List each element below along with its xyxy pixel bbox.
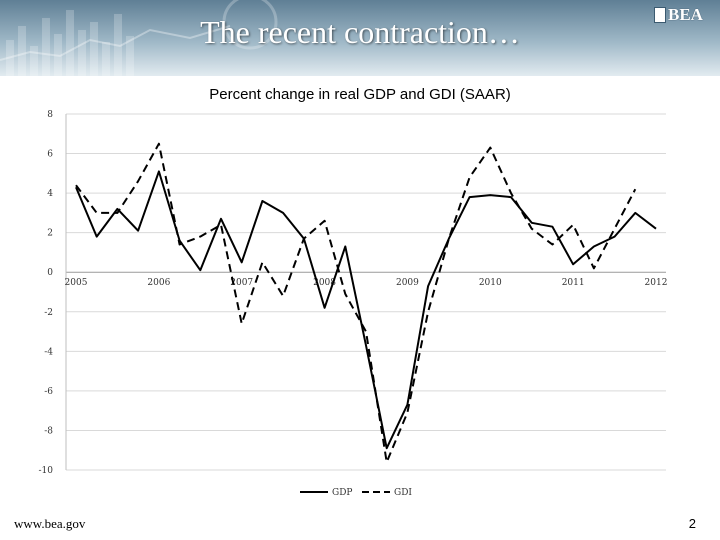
x-tick-label-2007: 2007 [230, 278, 253, 288]
x-tick-label-2006: 2006 [147, 278, 170, 288]
x-tick-label-2005: 2005 [65, 278, 88, 288]
header-banner: The recent contraction… BEA [0, 0, 720, 76]
x-tick-label-2008: 2008 [313, 278, 336, 288]
series-lines [75, 142, 657, 464]
x-tick-label-2012: 2012 [645, 278, 668, 288]
series-line-gdp [75, 170, 657, 450]
y-tick-label: 8 [47, 110, 53, 120]
y-tick-label: 4 [47, 189, 53, 199]
y-tick-label: -10 [39, 466, 54, 476]
series-line-gdi [75, 142, 637, 464]
legend-label-gdp: GDP [332, 488, 352, 498]
gridlines [65, 113, 666, 471]
x-year-labels: 2005 2006 2007 2008 2009 2010 2011 2012 [65, 278, 668, 288]
flag-icon [654, 7, 666, 23]
banner-decoration [0, 0, 278, 76]
page-number: 2 [688, 516, 696, 531]
y-tick-label: 2 [47, 229, 53, 239]
x-tick-label-2011: 2011 [562, 278, 585, 288]
x-tick-label-2010: 2010 [479, 278, 502, 288]
y-tick-label: -8 [44, 426, 53, 436]
line-chart: 8 6 4 2 0 -2 -4 -6 -8 -10 2005 2006 2007 2008 2009 201… [39, 110, 668, 498]
y-tick-labels: 8 6 4 2 0 -2 -4 -6 -8 -10 [39, 110, 54, 476]
y-tick-label: -2 [44, 308, 53, 318]
logo-text: BEA [668, 5, 703, 24]
y-tick-label: 6 [47, 150, 53, 160]
x-tick-label-2009: 2009 [396, 278, 419, 288]
y-tick-label: -6 [44, 387, 53, 397]
slide-title: The recent contraction… [200, 14, 520, 50]
footer-url: www.bea.gov [14, 516, 86, 531]
y-tick-label: -4 [44, 347, 53, 357]
legend: GDP GDI [300, 488, 412, 498]
chart-title: Percent change in real GDP and GDI (SAAR… [209, 86, 511, 103]
legend-label-gdi: GDI [394, 488, 412, 498]
bea-logo: BEA [654, 4, 706, 26]
y-tick-label: 0 [47, 268, 53, 278]
